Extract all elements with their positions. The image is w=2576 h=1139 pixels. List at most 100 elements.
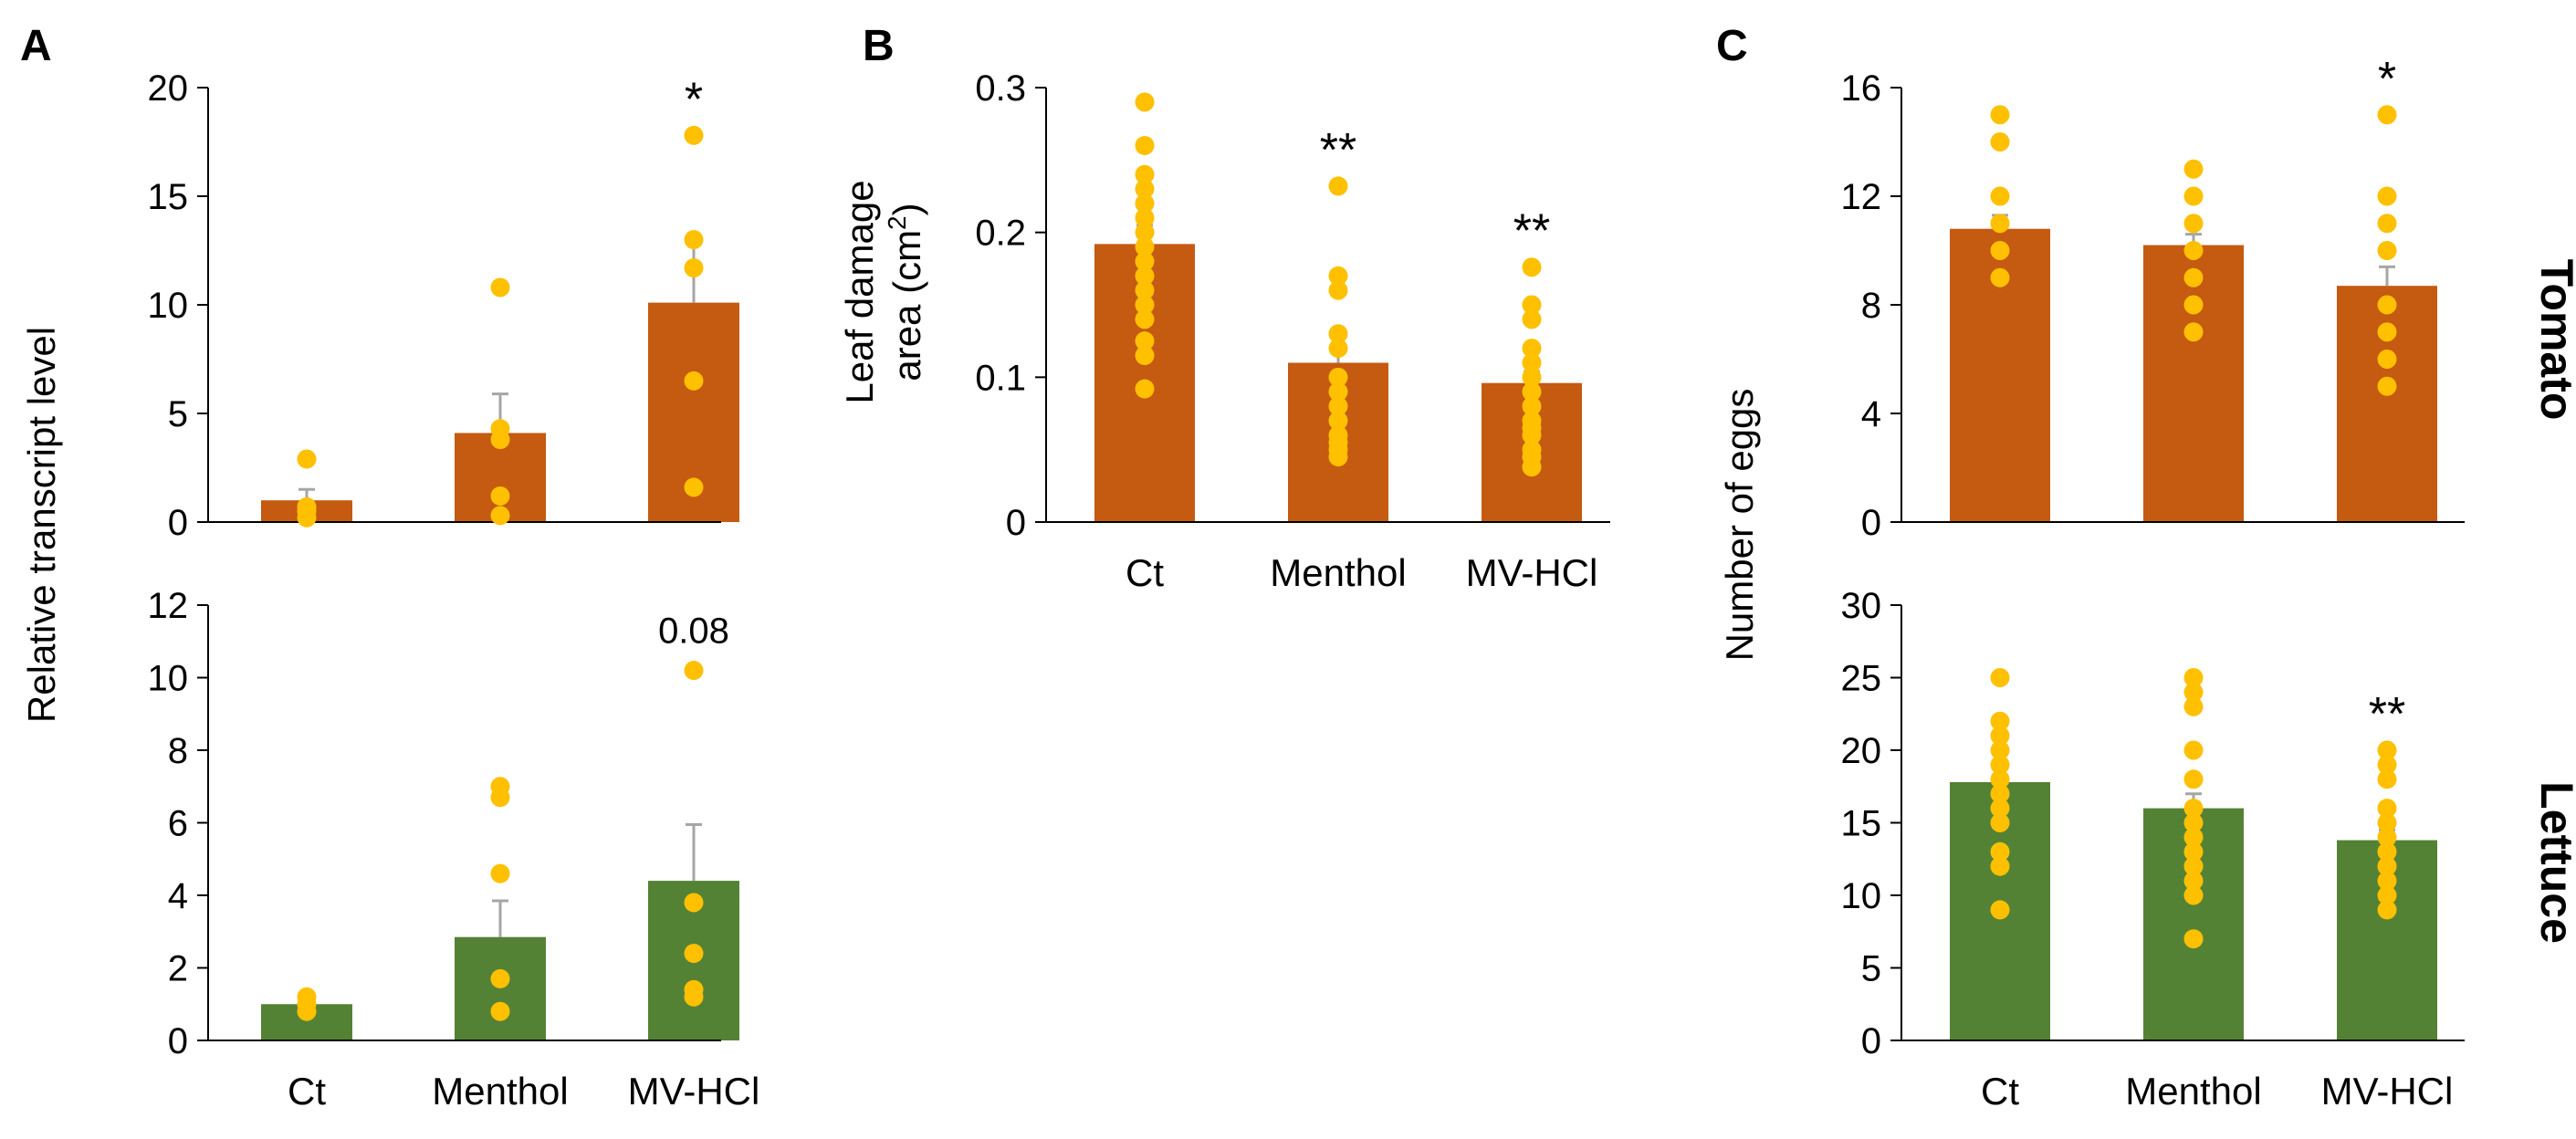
y-tick-label: 0 — [168, 503, 188, 543]
data-point — [2183, 841, 2204, 862]
data-point — [2183, 322, 2204, 342]
data-point — [1990, 755, 2010, 775]
data-point — [490, 1001, 510, 1021]
data-point — [684, 979, 704, 999]
panel-letter-a: A — [20, 22, 52, 70]
data-point — [2183, 696, 2204, 716]
axis-title-b-line2: area (cm2) — [883, 203, 928, 381]
y-tick-label: 12 — [148, 586, 189, 626]
axis-title-c-ylabel: Number of eggs — [1718, 389, 1761, 662]
data-point — [1990, 186, 2010, 206]
data-point — [2377, 350, 2397, 369]
data-point — [684, 258, 704, 278]
data-point — [490, 419, 510, 439]
data-point — [2377, 827, 2397, 847]
data-point — [1328, 396, 1348, 416]
data-point — [2377, 105, 2397, 125]
data-point — [2183, 668, 2204, 687]
row-label-tomato: Tomato — [2531, 259, 2576, 421]
data-point — [1522, 352, 1542, 372]
error-bar — [686, 822, 702, 882]
data-point — [1328, 266, 1348, 286]
y-tick-label: 4 — [168, 876, 188, 916]
data-point — [1522, 396, 1542, 416]
data-point — [1135, 92, 1155, 112]
y-tick-label: 10 — [1841, 876, 1882, 916]
data-point — [1990, 841, 2010, 862]
data-point — [1990, 241, 2010, 260]
chart-a-tomato: 0 5 10 15 20 * — [148, 68, 739, 543]
data-point — [1135, 331, 1155, 351]
y-tick-label: 5 — [1861, 949, 1881, 989]
chart-a-lettuce: 0 2 4 6 8 10 12 0.08 Ct Menthol MV-HCl — [148, 586, 760, 1113]
y-tick-label: 5 — [168, 394, 188, 434]
row-label-lettuce: Lettuce — [2531, 781, 2576, 944]
data-point — [1522, 381, 1542, 402]
data-point — [1135, 309, 1155, 329]
data-point — [1328, 367, 1348, 387]
y-tick-label: 20 — [148, 68, 189, 109]
data-point — [2183, 799, 2204, 819]
y-tick-label: 8 — [168, 731, 188, 771]
data-point — [684, 230, 704, 250]
y-tick-label: 15 — [1841, 804, 1882, 844]
panel-letter-c: C — [1716, 22, 1748, 70]
data-point — [2183, 159, 2204, 179]
data-point — [2377, 186, 2397, 206]
data-point — [2377, 856, 2397, 876]
data-point — [2183, 241, 2204, 260]
data-point — [297, 449, 317, 469]
data-point — [1990, 711, 2010, 731]
data-point — [1990, 214, 2010, 234]
data-point — [2183, 214, 2204, 234]
data-point — [2377, 295, 2397, 315]
data-point — [1135, 223, 1155, 243]
data-point — [2377, 740, 2397, 760]
data-point — [2377, 900, 2397, 920]
significance-marker: ** — [1513, 205, 1550, 258]
data-point — [1135, 251, 1155, 271]
data-point — [1135, 280, 1155, 300]
data-point — [490, 968, 510, 988]
data-point — [2377, 214, 2397, 234]
data-point — [2377, 769, 2397, 789]
data-point — [1522, 339, 1542, 359]
data-point — [1522, 411, 1542, 431]
y-tick-label: 0 — [1861, 503, 1881, 543]
data-point — [2377, 885, 2397, 905]
category-label: Ct — [1981, 1070, 2019, 1113]
data-point — [297, 987, 317, 1007]
data-point — [2183, 813, 2204, 832]
data-point — [1522, 309, 1542, 329]
significance-marker: * — [685, 73, 703, 126]
axis-title-b-ylabel: Leaf damage area (cm2) — [838, 180, 928, 403]
category-label: Menthol — [1270, 551, 1406, 594]
data-point — [684, 477, 704, 497]
y-tick-label: 10 — [148, 286, 189, 326]
y-tick-label: 6 — [168, 804, 188, 844]
data-point — [2183, 267, 2204, 287]
data-point — [2377, 376, 2397, 396]
category-label: Menthol — [2125, 1070, 2261, 1113]
data-point — [2377, 755, 2397, 775]
significance-marker: 0.08 — [658, 611, 729, 652]
data-point — [2183, 740, 2204, 760]
data-point — [1990, 267, 2010, 287]
data-point — [2377, 799, 2397, 819]
data-point — [2183, 682, 2204, 702]
data-point — [297, 496, 317, 517]
data-point — [684, 944, 704, 964]
data-point — [2183, 885, 2204, 905]
data-point — [1135, 208, 1155, 228]
data-point — [1135, 295, 1155, 315]
y-tick-label: 0 — [1861, 1021, 1881, 1061]
data-point — [1990, 856, 2010, 876]
data-point — [2183, 769, 2204, 789]
y-tick-label: 25 — [1841, 659, 1882, 699]
y-tick-label: 30 — [1841, 586, 1882, 626]
data-point — [2183, 856, 2204, 876]
chart-c-tomato: 0 4 8 12 16 * — [1841, 53, 2465, 543]
error-bar — [2379, 265, 2395, 287]
data-point — [1135, 193, 1155, 214]
y-tick-label: 8 — [1861, 286, 1881, 326]
